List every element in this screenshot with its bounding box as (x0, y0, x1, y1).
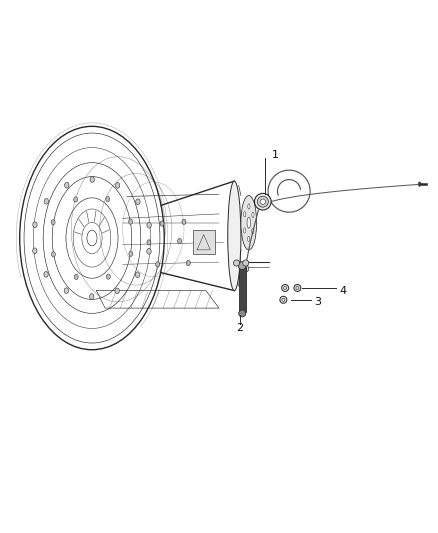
Ellipse shape (247, 236, 250, 241)
Ellipse shape (248, 204, 250, 209)
Ellipse shape (74, 274, 78, 279)
Ellipse shape (129, 251, 133, 256)
Text: 3: 3 (314, 297, 321, 308)
Ellipse shape (187, 260, 191, 265)
Ellipse shape (135, 272, 140, 278)
Ellipse shape (106, 274, 110, 279)
Ellipse shape (51, 252, 55, 257)
Ellipse shape (241, 196, 257, 250)
Ellipse shape (182, 219, 186, 224)
Ellipse shape (160, 221, 164, 226)
Ellipse shape (244, 212, 246, 217)
Ellipse shape (282, 285, 289, 292)
Ellipse shape (252, 229, 254, 234)
Ellipse shape (116, 183, 120, 188)
Ellipse shape (260, 199, 265, 204)
Ellipse shape (44, 198, 49, 204)
Ellipse shape (51, 220, 55, 225)
Ellipse shape (33, 222, 37, 228)
FancyBboxPatch shape (193, 230, 215, 254)
Ellipse shape (294, 285, 301, 292)
Ellipse shape (228, 181, 241, 290)
Ellipse shape (147, 248, 151, 254)
Text: 1: 1 (272, 150, 279, 160)
Ellipse shape (418, 182, 421, 187)
Ellipse shape (147, 240, 151, 245)
Ellipse shape (129, 219, 133, 224)
Ellipse shape (239, 310, 246, 317)
Ellipse shape (90, 176, 95, 182)
Ellipse shape (280, 296, 287, 303)
Ellipse shape (44, 271, 48, 277)
Ellipse shape (65, 182, 69, 188)
Ellipse shape (257, 196, 268, 207)
Ellipse shape (115, 288, 119, 294)
Ellipse shape (244, 228, 246, 233)
Ellipse shape (247, 217, 251, 228)
Ellipse shape (136, 199, 140, 205)
Ellipse shape (177, 238, 181, 244)
Ellipse shape (147, 222, 151, 228)
Ellipse shape (233, 260, 240, 266)
Ellipse shape (252, 212, 254, 217)
FancyBboxPatch shape (239, 266, 246, 312)
Ellipse shape (242, 265, 249, 272)
Ellipse shape (254, 193, 271, 210)
Ellipse shape (89, 294, 94, 300)
Ellipse shape (64, 288, 68, 294)
Ellipse shape (238, 262, 246, 270)
Ellipse shape (106, 197, 110, 202)
Ellipse shape (74, 197, 78, 202)
Ellipse shape (33, 248, 37, 254)
Text: 2: 2 (236, 323, 243, 333)
Ellipse shape (243, 260, 249, 266)
Text: 4: 4 (339, 286, 346, 296)
Ellipse shape (156, 262, 159, 267)
